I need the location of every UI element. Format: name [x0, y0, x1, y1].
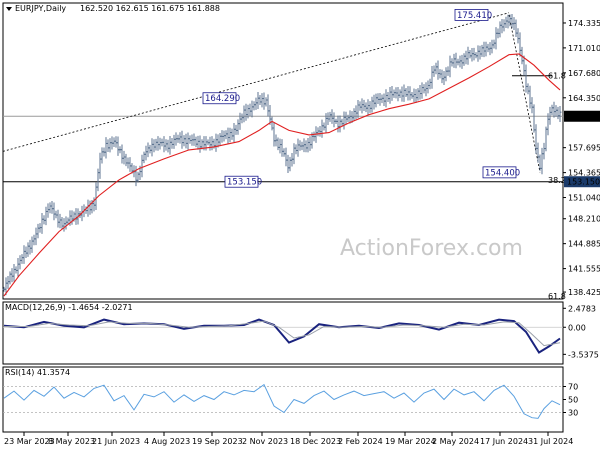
- y-tick-label: 141.555: [568, 265, 600, 274]
- rsi-label: RSI(14) 41.3574: [5, 368, 70, 377]
- y-tick-label: 171.010: [568, 44, 600, 53]
- price-tag-label: 161.888: [567, 112, 600, 121]
- x-tick-label: 4 Aug 2023: [144, 437, 190, 446]
- swing-label: 164.290: [205, 94, 240, 104]
- y-tick-label: 151.040: [568, 194, 600, 203]
- collapse-arrow-icon: [6, 7, 12, 11]
- fib-diagonal: [508, 14, 541, 173]
- swing-label: 154.400: [485, 168, 520, 178]
- y-tick-label: 174.335: [568, 19, 600, 28]
- x-tick-label: 21 Jun 2023: [92, 437, 140, 446]
- swing-box: [202, 92, 237, 105]
- y-tick-label: 157.695: [568, 144, 600, 153]
- x-tick-label: 19 Mar 2024: [385, 437, 436, 446]
- swing-label: 175.410: [457, 11, 492, 21]
- y-tick-label: 138.425: [568, 288, 600, 297]
- moving-average-line: [3, 53, 561, 297]
- rsi-tick-label: 50: [568, 396, 578, 405]
- x-tick-label: 8 May 2023: [48, 437, 95, 446]
- rsi-line: [3, 383, 561, 419]
- macd-line: [3, 318, 561, 354]
- swing-label: 153.150: [227, 178, 262, 188]
- trendline: [2, 12, 510, 152]
- y-tick-label: 144.885: [568, 240, 600, 249]
- macd-tick-label: 0.00: [568, 323, 586, 332]
- x-tick-label: 18 Dec 2023: [290, 437, 341, 446]
- rsi-tick-label: 70: [568, 383, 578, 392]
- macd-label: MACD(12,26,9) -1.4654 -2.0271: [5, 303, 133, 312]
- x-tick-label: 2 Feb 2024: [338, 437, 383, 446]
- price-tag: [564, 176, 600, 188]
- x-tick-label: 17 Jun 2024: [480, 437, 528, 446]
- y-tick-label: 154.365: [568, 169, 600, 178]
- y-tick-label: 164.350: [568, 94, 600, 103]
- y-tick-label: 167.680: [568, 69, 600, 78]
- ohlc-readout: 162.520 162.615 161.675 161.888: [80, 4, 220, 13]
- swing-box: [224, 175, 259, 188]
- y-tick-label: 148.210: [568, 215, 600, 224]
- x-tick-label: 19 Sep 2023: [192, 437, 243, 446]
- price-tag: [564, 110, 600, 122]
- macd-tick-label: -3.5375: [568, 350, 599, 359]
- price-tag-label: 153.150: [567, 178, 600, 187]
- fib-label: 61.8: [548, 292, 566, 301]
- macd-tick-label: 2.4783: [568, 304, 596, 313]
- x-tick-label: 23 Mar 2023: [4, 437, 55, 446]
- pane-frame-macd: [2, 301, 564, 365]
- rsi-tick-label: 30: [568, 409, 578, 418]
- watermark: ActionForex.com: [340, 236, 523, 261]
- macd-signal-line: [4, 320, 561, 347]
- pane-frame-rsi: [2, 366, 564, 433]
- chart-title: EURJPY,Daily: [15, 4, 66, 13]
- swing-box: [482, 166, 517, 179]
- x-tick-label: 2 Nov 2023: [242, 437, 288, 446]
- fib-label: 38.2: [548, 176, 566, 185]
- x-tick-label: 31 Jul 2024: [528, 437, 573, 446]
- price-bars: [2, 14, 562, 296]
- x-tick-label: 2 May 2024: [432, 437, 479, 446]
- swing-box: [454, 9, 489, 21]
- fib-label: 61.8: [548, 72, 566, 81]
- ohlc-bar: [558, 105, 562, 122]
